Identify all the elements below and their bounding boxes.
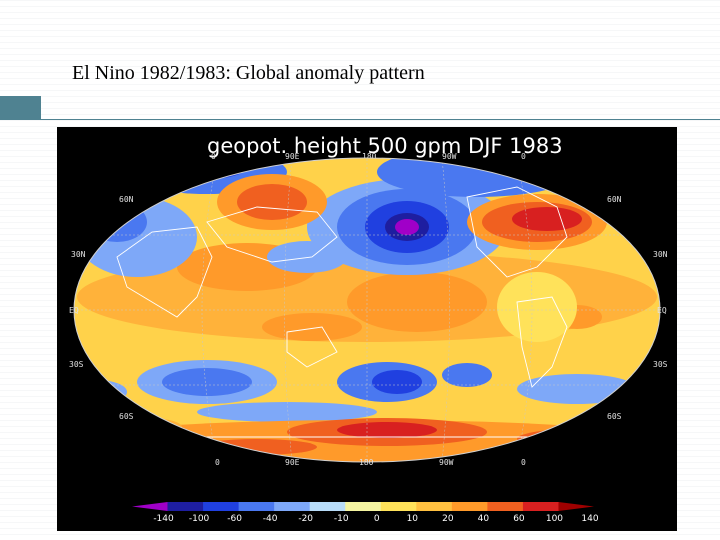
anomaly-map-figure: geopot. height 500 gpm DJF 1983 0 90E 18…: [57, 127, 677, 531]
map-title: geopot. height 500 gpm DJF 1983: [207, 134, 563, 158]
title-underline: [40, 119, 720, 120]
colorbar-label: -20: [298, 514, 313, 524]
colorbar-label: 10: [407, 514, 419, 524]
lat-label: 60S: [119, 412, 134, 421]
globe-outline: [73, 157, 661, 463]
slide-title: El Nino 1982/1983: Global anomaly patter…: [72, 62, 425, 84]
lon-label: 180: [362, 152, 377, 161]
lat-label: EQ: [657, 306, 667, 315]
lon-label: 0: [521, 152, 526, 161]
colorbar-swatch: [522, 502, 559, 511]
colorbar-label: 140: [581, 514, 598, 524]
lat-labels-right: 60N 30N EQ 30S 60S: [607, 195, 668, 421]
lat-label: EQ: [69, 306, 79, 315]
lat-label: 30N: [653, 250, 668, 259]
lat-label: 60N: [607, 195, 622, 204]
colorbar-swatch: [274, 502, 311, 511]
colorbar-label: 40: [478, 514, 490, 524]
anomaly-map: geopot. height 500 gpm DJF 1983 0 90E 18…: [69, 134, 668, 524]
colorbar-swatch: [558, 502, 594, 511]
colorbar-swatch: [380, 502, 417, 511]
lat-label: 30S: [653, 360, 668, 369]
colorbar-swatch: [451, 502, 488, 511]
colorbar-swatch: [167, 502, 204, 511]
lon-label: 0: [211, 152, 216, 161]
colorbar-label: -140: [153, 514, 174, 524]
lon-labels-bottom: 0 90E 180 90W 0: [215, 458, 526, 467]
lon-label: 180: [359, 458, 374, 467]
lat-label: 30N: [71, 250, 86, 259]
colorbar-swatch: [203, 502, 240, 511]
colorbar-label: -40: [263, 514, 278, 524]
colorbar-swatch: [132, 502, 168, 511]
colorbar: -140 -100 -60 -40 -20 -10 0 10 20 40 60 100 140: [132, 502, 599, 524]
colorbar-label: -60: [227, 514, 242, 524]
colorbar-label: 20: [442, 514, 454, 524]
colorbar-label: -100: [189, 514, 210, 524]
colorbar-swatch: [416, 502, 453, 511]
lon-labels-top: 0 90E 180 90W 0: [211, 152, 526, 161]
title-accent-block: [0, 96, 40, 120]
lat-label: 60N: [119, 195, 134, 204]
globe: [74, 158, 660, 462]
colorbar-label: 0: [374, 514, 380, 524]
lon-label: 90E: [285, 458, 300, 467]
lon-label: 0: [521, 458, 526, 467]
colorbar-swatch: [309, 502, 346, 511]
lat-labels-left: 60N 30N EQ 30S 60S: [69, 195, 134, 421]
title-accent-divider: [40, 96, 41, 120]
colorbar-swatch: [238, 502, 275, 511]
colorbar-swatch: [487, 502, 524, 511]
lon-label: 90W: [442, 152, 457, 161]
colorbar-swatch: [345, 502, 382, 511]
colorbar-label: 60: [513, 514, 525, 524]
lon-label: 90W: [439, 458, 454, 467]
lon-label: 90E: [285, 152, 300, 161]
colorbar-label: 100: [546, 514, 563, 524]
lon-label: 0: [215, 458, 220, 467]
lat-label: 30S: [69, 360, 84, 369]
colorbar-label: -10: [334, 514, 349, 524]
lat-label: 60S: [607, 412, 622, 421]
